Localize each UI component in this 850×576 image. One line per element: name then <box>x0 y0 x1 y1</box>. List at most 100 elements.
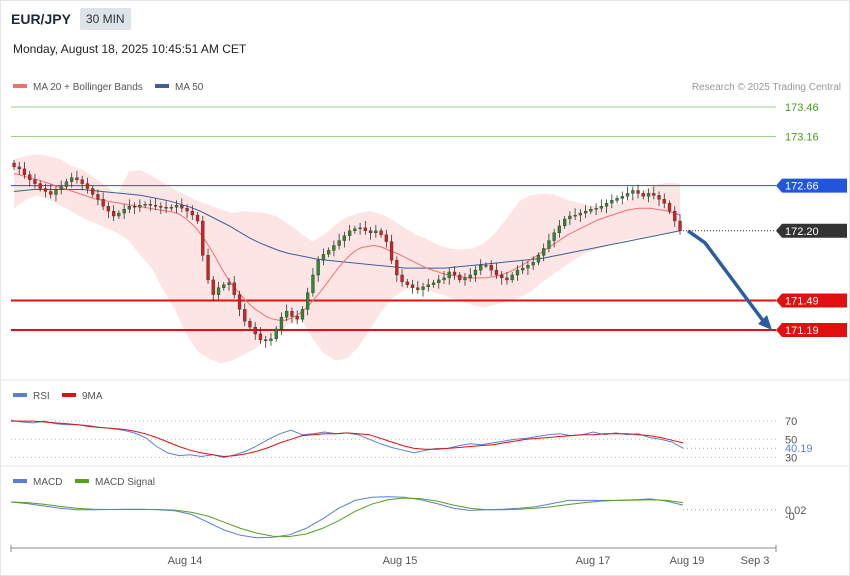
candle <box>463 273 467 286</box>
candle-body <box>416 287 420 290</box>
candle <box>43 183 48 198</box>
ma20-line <box>13 173 681 321</box>
candle-body <box>657 195 661 200</box>
candle <box>348 224 352 241</box>
candle <box>274 326 278 342</box>
candle <box>64 178 69 190</box>
candle-body <box>395 260 399 276</box>
candle <box>678 214 682 235</box>
candle-body <box>222 284 226 288</box>
chart-datetime: Monday, August 18, 2025 10:45:51 AM CET <box>13 42 247 56</box>
candle <box>389 234 394 265</box>
candle-body <box>59 186 63 190</box>
candle-body <box>159 205 163 208</box>
candle <box>195 212 200 224</box>
candle-body <box>138 204 142 208</box>
candle <box>316 256 320 282</box>
candle <box>557 219 562 238</box>
candle-body <box>568 215 572 220</box>
candle <box>563 216 567 229</box>
candle-body <box>54 189 58 195</box>
candle-body <box>625 193 630 197</box>
rsi-level-label-30: 30 <box>785 452 797 464</box>
candle <box>458 272 462 283</box>
candle <box>421 282 425 297</box>
candle <box>300 306 305 323</box>
candle <box>384 229 388 248</box>
candle <box>132 202 137 215</box>
candle-body <box>594 207 598 210</box>
candle-body <box>43 188 48 192</box>
candle-body <box>442 277 446 281</box>
candle <box>295 310 299 325</box>
candle <box>536 252 541 266</box>
candle <box>473 266 478 282</box>
rsi-9ma-line <box>11 420 684 458</box>
candle-body <box>153 204 158 207</box>
candle-body <box>180 204 184 209</box>
candle-body <box>33 179 37 184</box>
candle-body <box>190 210 194 216</box>
candle <box>652 186 656 200</box>
candle <box>122 204 126 219</box>
candle <box>285 304 289 322</box>
candle-body <box>505 277 509 281</box>
candle-body <box>652 193 656 196</box>
candle <box>269 332 273 346</box>
legend-rsi-swatch <box>13 393 27 397</box>
candle-body <box>227 282 231 285</box>
candle <box>75 170 79 184</box>
candle-body <box>253 326 257 335</box>
rsi-current-label: 40.19 <box>785 443 813 455</box>
candle <box>494 263 499 279</box>
candle <box>138 199 142 213</box>
candle-body <box>80 179 84 184</box>
candle-body <box>348 230 352 236</box>
candle <box>447 268 451 285</box>
candle <box>552 228 556 248</box>
candle-body <box>374 230 378 234</box>
candle-body <box>531 262 535 266</box>
candle <box>667 200 672 215</box>
candle <box>631 186 635 201</box>
candle <box>673 206 677 227</box>
candle-body <box>337 240 341 246</box>
candle-body <box>12 162 16 168</box>
candle <box>96 189 100 206</box>
candle-body <box>237 294 242 310</box>
candle-body <box>300 309 305 320</box>
candle-body <box>279 317 284 330</box>
candle <box>248 318 252 330</box>
candle <box>405 278 409 288</box>
candle-body <box>521 267 525 271</box>
candle <box>468 268 472 282</box>
candle <box>547 233 551 253</box>
candle-body <box>479 265 483 271</box>
candle-body <box>258 333 263 340</box>
candle <box>59 180 63 195</box>
candle <box>33 173 37 189</box>
candle <box>584 205 588 219</box>
candle <box>410 279 415 294</box>
candle <box>253 322 257 340</box>
candle-body <box>557 225 562 233</box>
candle-body <box>473 269 478 276</box>
macd-tick-label: -0 <box>785 511 795 523</box>
candle <box>54 185 58 202</box>
candle-body <box>295 316 299 320</box>
ma50-line <box>13 189 681 269</box>
candle-body <box>610 200 614 204</box>
candle-body <box>484 265 488 267</box>
candle <box>227 277 231 291</box>
candle-body <box>667 203 672 212</box>
level-tag-171-19 <box>776 323 847 337</box>
timeframe-badge[interactable]: 30 MIN <box>79 8 131 30</box>
candle-body <box>584 210 588 214</box>
candle-body <box>174 204 179 208</box>
candle-body <box>49 191 53 195</box>
candle <box>599 199 604 213</box>
candle <box>143 201 147 209</box>
candle <box>243 303 247 327</box>
candle <box>164 201 168 214</box>
candle <box>232 275 236 299</box>
